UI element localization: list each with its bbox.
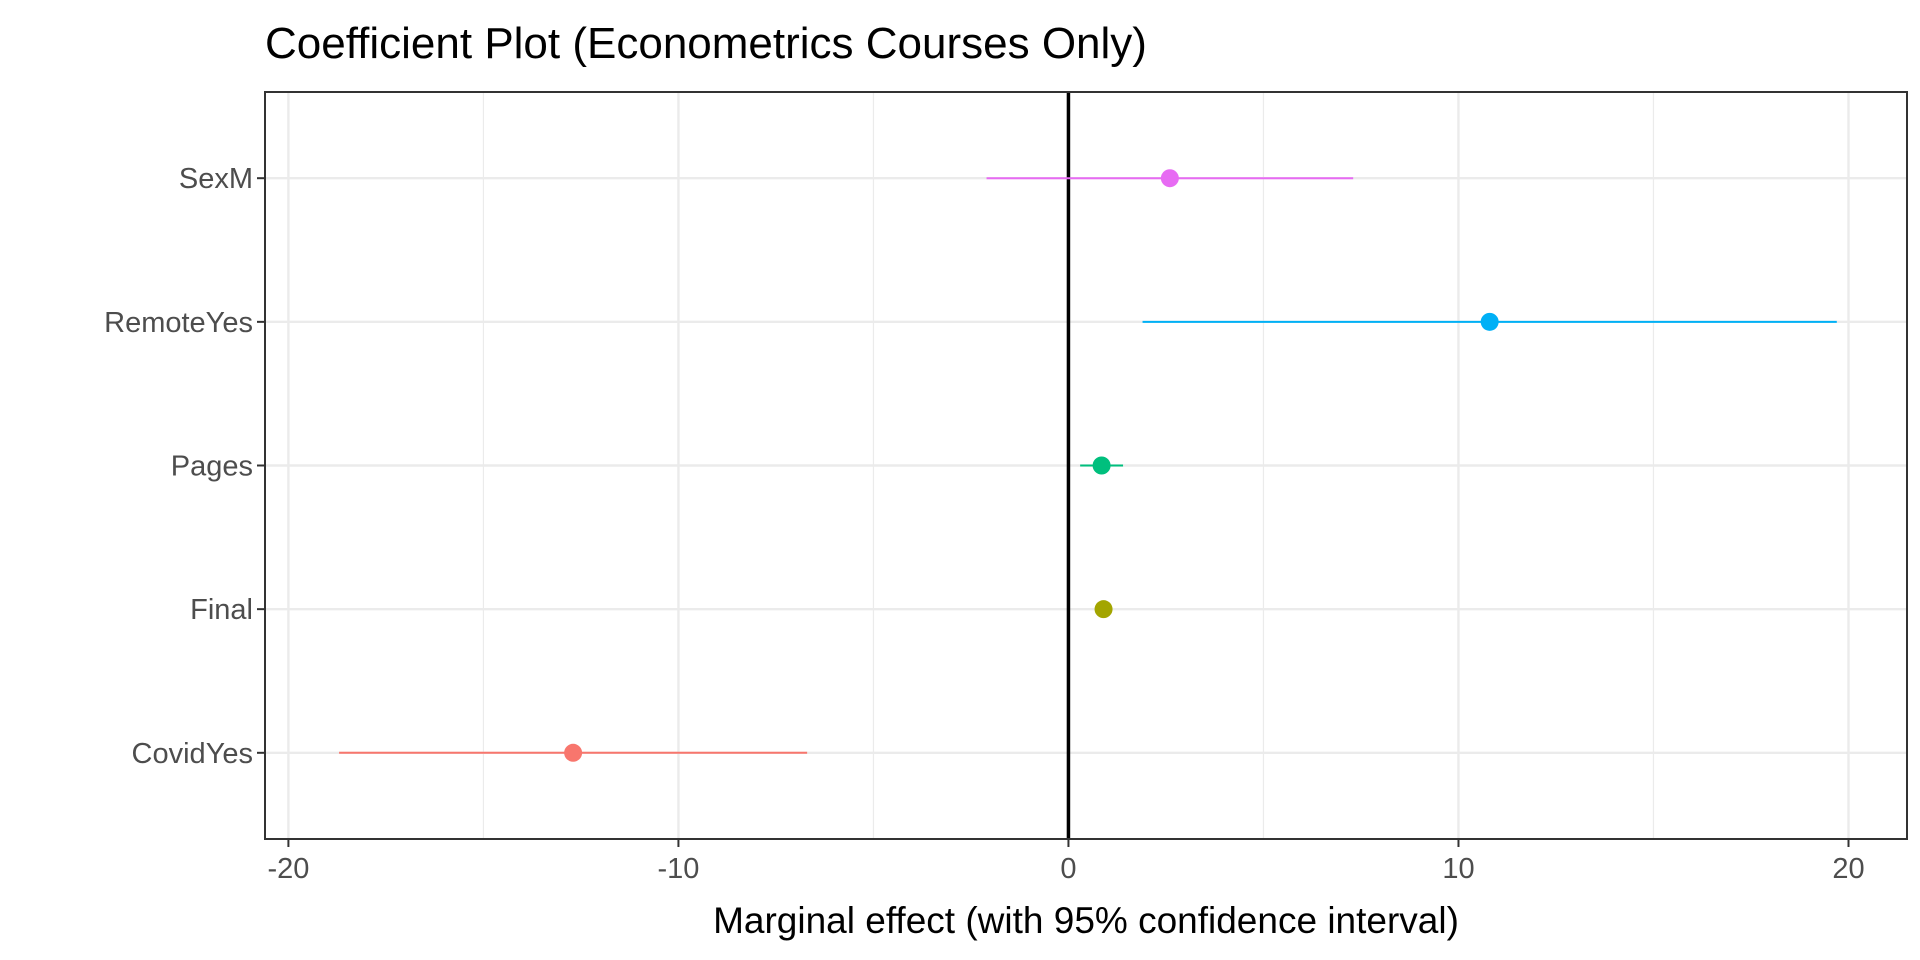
y-tick-label: Final: [190, 594, 253, 626]
point-estimate-covidyes: [564, 743, 583, 762]
y-tick-label: CovidYes: [132, 738, 253, 770]
x-axis-title: Marginal effect (with 95% confidence int…: [713, 900, 1459, 941]
point-estimate-remoteyes: [1480, 312, 1499, 331]
y-tick-label: Pages: [171, 451, 253, 483]
x-tick-label: 10: [1442, 853, 1474, 885]
point-estimate-final: [1094, 600, 1113, 619]
x-tick-label: -20: [267, 853, 309, 885]
x-tick-label: 20: [1832, 853, 1864, 885]
y-tick-label: SexM: [179, 163, 253, 195]
point-estimate-sexm: [1160, 169, 1179, 188]
coefficient-marks: [339, 169, 1837, 762]
x-tick-label: -10: [657, 853, 699, 885]
axes: -20 -10 0 10 20 SexM RemoteYes Pages Final CovidY…: [104, 163, 1864, 885]
point-estimate-pages: [1092, 456, 1111, 475]
x-tick-label: 0: [1060, 853, 1076, 885]
chart-title: Coefficient Plot (Econometrics Courses O…: [265, 19, 1147, 68]
y-tick-label: RemoteYes: [104, 307, 253, 339]
